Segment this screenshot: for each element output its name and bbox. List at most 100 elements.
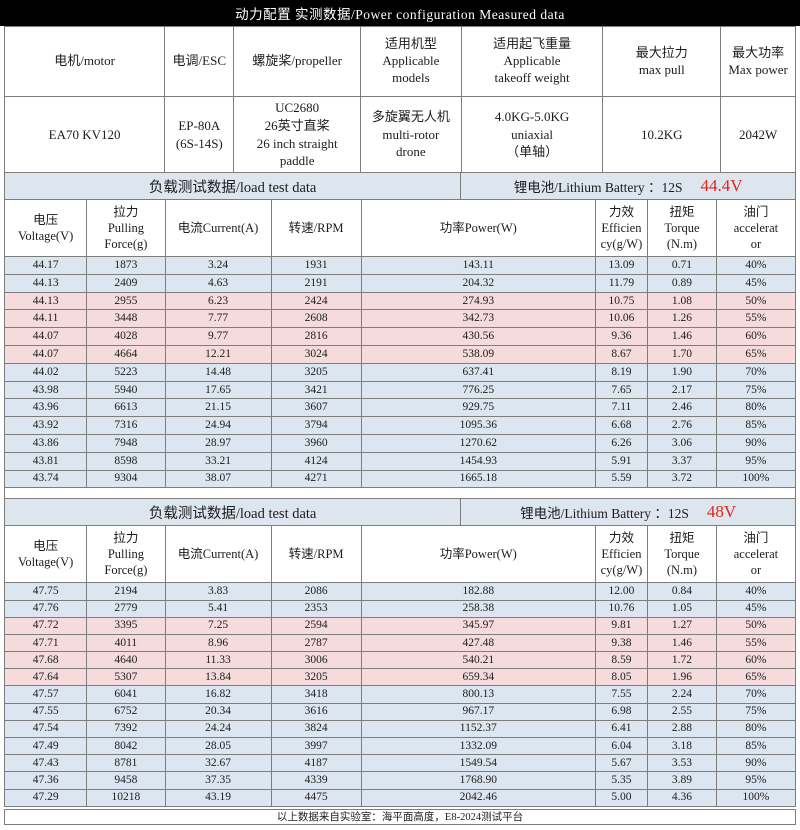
column-header-cell: 功率Power(W) [360, 199, 596, 257]
data-cell: 5.35 [594, 771, 649, 790]
data-cell: 47.29 [3, 788, 88, 807]
data-cell: 44.13 [3, 273, 88, 293]
footer-note: 以上数据来自实验室：海平面高度，E8-2024测试平台 [4, 808, 796, 825]
data-cell: 7.65 [594, 380, 649, 400]
data-cell: 1270.62 [360, 433, 596, 453]
data-row: 47.72 3395 7.25 2594 345.97 9.81 1.27 50% [3, 616, 797, 635]
data-cell: 1.72 [647, 651, 717, 670]
data-row: 47.71 4011 8.96 2787 427.48 9.38 1.46 55% [3, 633, 797, 653]
data-cell: 47.54 [3, 719, 88, 739]
data-cell: 10218 [86, 788, 166, 807]
load-test-section-header-48v: 负载测试数据/load test data 锂电池/Lithium Batter… [4, 498, 796, 527]
data-row: 43.86 7948 28.97 3960 1270.62 6.26 3.06 90% [3, 433, 797, 453]
spec-value-motor: EA70 KV120 [3, 96, 166, 173]
data-cell: 2.88 [647, 719, 717, 739]
column-header-cell: 油门 accelerat or [715, 199, 797, 257]
data-cell: 2086 [270, 582, 362, 601]
battery-voltage: 44.4V [700, 176, 743, 195]
data-cell: 12.21 [164, 344, 272, 364]
data-cell: 24.94 [164, 416, 272, 435]
data-cell: 929.75 [360, 398, 596, 418]
data-cell: 7.77 [164, 309, 272, 329]
data-cell: 3960 [270, 433, 362, 453]
data-cell: 1768.90 [360, 771, 596, 790]
column-header-row: 电压 Voltage(V) 拉力 Pulling Force(g) 电流Curren… [3, 525, 797, 584]
section-label: 负载测试数据/load test data [5, 173, 462, 199]
data-cell: 8.19 [594, 362, 649, 382]
spec-value-esc: EP-80A (6S-14S) [164, 96, 235, 173]
data-row: 44.07 4664 12.21 3024 538.09 8.67 1.70 65% [3, 344, 797, 364]
column-header-cell: 电流Current(A) [164, 525, 272, 584]
data-cell: 1.27 [647, 616, 717, 635]
data-cell: 85% [715, 737, 797, 756]
data-cell: 8598 [86, 451, 166, 471]
data-cell: 11.33 [164, 651, 272, 670]
data-cell: 100% [715, 788, 797, 807]
data-cell: 1.96 [647, 668, 717, 687]
data-cell: 47.36 [3, 771, 88, 790]
data-cell: 0.71 [647, 256, 717, 275]
data-row: 44.02 5223 14.48 3205 637.41 8.19 1.90 70% [3, 362, 797, 382]
data-cell: 2042.46 [360, 788, 596, 807]
data-cell: 3997 [270, 737, 362, 756]
data-cell: 1332.09 [360, 737, 596, 756]
data-cell: 14.48 [164, 362, 272, 382]
data-cell: 3418 [270, 685, 362, 704]
column-header-cell: 功率Power(W) [360, 525, 596, 584]
column-header-cell: 电流Current(A) [164, 199, 272, 257]
data-cell: 7392 [86, 719, 166, 739]
data-cell: 8042 [86, 737, 166, 756]
page-title: 动力配置 实测数据/Power configuration Measured d… [0, 0, 800, 26]
data-cell: 50% [715, 291, 797, 311]
data-cell: 1152.37 [360, 719, 596, 739]
data-cell: 55% [715, 633, 797, 653]
data-cell: 2.46 [647, 398, 717, 418]
data-row: 43.74 9304 38.07 4271 1665.18 5.59 3.72 100% [3, 469, 797, 489]
data-cell: 85% [715, 416, 797, 435]
data-cell: 47.64 [3, 668, 88, 687]
spec-header-takeoff-weight: 适用起飞重量 Applicable takeoff weight [460, 26, 604, 97]
data-cell: 44.17 [3, 256, 88, 275]
data-row: 43.96 6613 21.15 3607 929.75 7.11 2.46 80% [3, 398, 797, 418]
data-cell: 45% [715, 599, 797, 618]
data-cell: 44.07 [3, 327, 88, 346]
section-divider [4, 488, 796, 500]
column-header-cell: 转速/RPM [270, 525, 362, 584]
data-cell: 6.26 [594, 433, 649, 453]
data-cell: 3.06 [647, 433, 717, 453]
data-cell: 1.26 [647, 309, 717, 329]
data-cell: 4187 [270, 754, 362, 773]
spec-value-propeller: UC2680 26英寸直桨 26 inch straight paddle [233, 96, 361, 173]
data-cell: 0.89 [647, 273, 717, 293]
data-cell: 1095.36 [360, 416, 596, 435]
battery-info: 锂电池/Lithium Battery ：12S 44.4V [461, 173, 795, 199]
data-cell: 2353 [270, 599, 362, 618]
data-cell: 6.41 [594, 719, 649, 739]
spec-table: 电机/motor 电调/ESC 螺旋桨/propeller 适用机型 Appli… [3, 26, 796, 173]
column-header-cell: 扭矩 Torque (N.m) [647, 199, 717, 257]
data-cell: 3421 [270, 380, 362, 400]
spec-value-max-power: 2042W [720, 96, 796, 173]
data-cell: 1873 [86, 256, 166, 275]
data-cell: 6.23 [164, 291, 272, 311]
data-row: 47.54 7392 24.24 3824 1152.37 6.41 2.88 80% [3, 719, 797, 739]
data-cell: 50% [715, 616, 797, 635]
data-cell: 637.41 [360, 362, 596, 382]
data-cell: 345.97 [360, 616, 596, 635]
data-cell: 3.72 [647, 469, 717, 489]
data-cell: 3205 [270, 362, 362, 382]
data-cell: 0.84 [647, 582, 717, 601]
data-cell: 5.67 [594, 754, 649, 773]
data-cell: 800.13 [360, 685, 596, 704]
data-row: 47.64 5307 13.84 3205 659.34 8.05 1.96 65% [3, 668, 797, 687]
data-cell: 3.53 [647, 754, 717, 773]
data-cell: 6.98 [594, 702, 649, 721]
data-cell: 258.38 [360, 599, 596, 618]
data-cell: 6.04 [594, 737, 649, 756]
data-cell: 2608 [270, 309, 362, 329]
data-cell: 2.76 [647, 416, 717, 435]
data-cell: 47.68 [3, 651, 88, 670]
data-cell: 65% [715, 668, 797, 687]
data-cell: 3607 [270, 398, 362, 418]
data-row: 44.07 4028 9.77 2816 430.56 9.36 1.46 60% [3, 327, 797, 346]
